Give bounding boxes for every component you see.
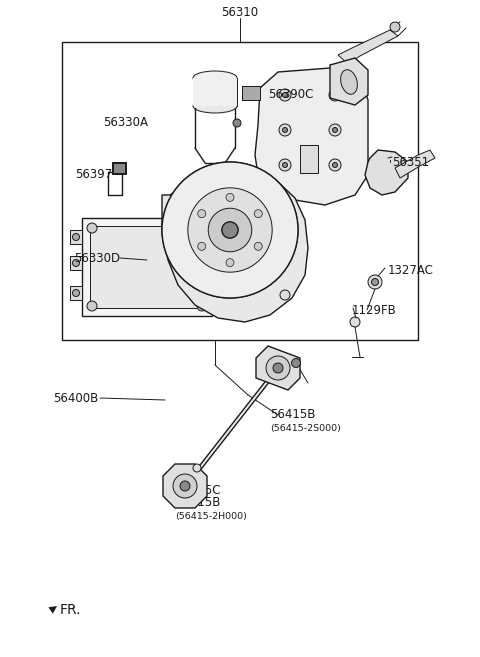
Bar: [90, 226, 204, 308]
Text: 56397: 56397: [75, 168, 112, 181]
Bar: [212, 230, 224, 244]
Circle shape: [279, 124, 291, 136]
Text: 56330D: 56330D: [74, 252, 120, 265]
Circle shape: [368, 275, 382, 289]
Text: (56415-2H000): (56415-2H000): [175, 512, 247, 520]
Circle shape: [226, 193, 234, 201]
Circle shape: [173, 474, 197, 498]
Polygon shape: [163, 464, 207, 508]
Circle shape: [180, 481, 190, 491]
Circle shape: [215, 233, 221, 240]
Text: FR.: FR.: [60, 603, 82, 617]
Text: 1129FB: 1129FB: [352, 304, 397, 317]
Circle shape: [279, 159, 291, 171]
Bar: [70, 256, 82, 270]
Bar: [113, 163, 125, 173]
Circle shape: [188, 188, 272, 272]
Bar: [212, 286, 224, 300]
Polygon shape: [256, 346, 300, 390]
Circle shape: [390, 22, 400, 32]
Bar: [112, 162, 126, 174]
Text: 56415B: 56415B: [175, 497, 220, 509]
Circle shape: [329, 124, 341, 136]
Circle shape: [72, 260, 80, 267]
Circle shape: [87, 223, 97, 233]
Circle shape: [280, 290, 290, 300]
Ellipse shape: [193, 99, 237, 113]
Polygon shape: [255, 68, 368, 205]
Bar: [82, 218, 212, 316]
Circle shape: [162, 162, 298, 298]
Circle shape: [193, 464, 201, 472]
Polygon shape: [365, 150, 408, 195]
Text: (56415-2S000): (56415-2S000): [270, 424, 341, 432]
Text: 56415B: 56415B: [270, 409, 315, 422]
Bar: [242, 86, 260, 100]
Circle shape: [197, 223, 207, 233]
Polygon shape: [162, 172, 308, 322]
Bar: [212, 256, 224, 270]
Circle shape: [329, 89, 341, 101]
Circle shape: [198, 210, 206, 217]
Text: 56351: 56351: [392, 156, 429, 168]
Circle shape: [333, 93, 337, 97]
Bar: [70, 230, 82, 244]
Polygon shape: [180, 364, 284, 491]
Bar: [300, 145, 318, 173]
Circle shape: [226, 259, 234, 267]
Circle shape: [254, 242, 262, 250]
Circle shape: [215, 260, 221, 267]
Text: 56330A: 56330A: [103, 116, 148, 129]
Polygon shape: [338, 30, 398, 64]
Bar: [242, 86, 260, 100]
Bar: [70, 286, 82, 300]
Circle shape: [279, 89, 291, 101]
Bar: [62, 42, 418, 340]
Circle shape: [72, 290, 80, 296]
Circle shape: [222, 222, 238, 238]
Circle shape: [273, 363, 283, 373]
Circle shape: [198, 242, 206, 250]
Circle shape: [87, 301, 97, 311]
Circle shape: [254, 210, 262, 217]
Circle shape: [266, 356, 290, 380]
Text: 56400B: 56400B: [53, 392, 98, 405]
Text: 56415C: 56415C: [175, 484, 220, 497]
Circle shape: [333, 127, 337, 133]
Circle shape: [283, 127, 288, 133]
Circle shape: [222, 222, 238, 238]
Text: 56390C: 56390C: [268, 89, 313, 101]
Circle shape: [208, 208, 252, 252]
Circle shape: [350, 317, 360, 327]
Polygon shape: [395, 150, 435, 178]
Circle shape: [333, 162, 337, 168]
Circle shape: [208, 208, 252, 252]
Circle shape: [188, 188, 272, 272]
Bar: [193, 78, 237, 106]
Circle shape: [329, 159, 341, 171]
Circle shape: [283, 93, 288, 97]
Circle shape: [215, 290, 221, 296]
Circle shape: [372, 279, 379, 286]
Text: 56310: 56310: [221, 5, 259, 18]
Circle shape: [197, 301, 207, 311]
Circle shape: [291, 359, 300, 367]
Circle shape: [162, 162, 298, 298]
Circle shape: [283, 162, 288, 168]
Polygon shape: [330, 58, 368, 105]
Text: 1327AC: 1327AC: [388, 263, 434, 277]
Circle shape: [233, 119, 241, 127]
Circle shape: [72, 233, 80, 240]
Ellipse shape: [193, 71, 237, 85]
Ellipse shape: [341, 70, 358, 94]
